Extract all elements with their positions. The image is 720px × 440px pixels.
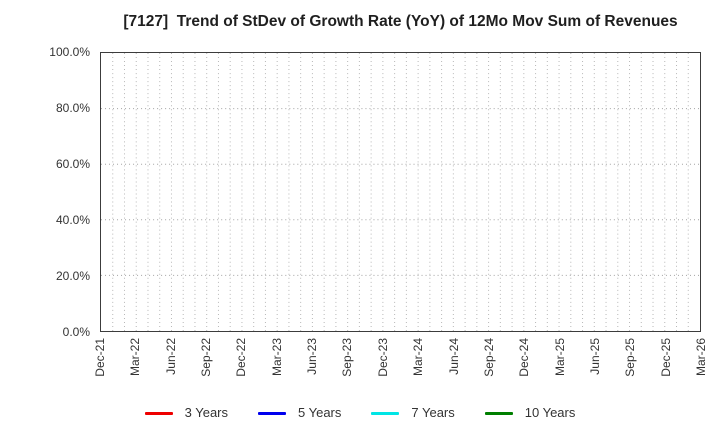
y-tick-label: 20.0% xyxy=(55,269,90,283)
legend-item: 10 Years xyxy=(484,403,576,423)
y-tick-label: 60.0% xyxy=(55,157,90,171)
legend-line-icon xyxy=(371,411,400,415)
x-tick-label: Mar-26 xyxy=(694,338,708,377)
legend-label: 3 Years xyxy=(184,405,228,420)
x-tick-label: Dec-24 xyxy=(517,338,532,377)
x-tick-label: Jun-22 xyxy=(163,338,178,375)
y-tick-label: 40.0% xyxy=(55,213,90,227)
x-tick-label: Dec-21 xyxy=(93,338,107,377)
legend-item: 7 Years xyxy=(371,403,455,423)
chart-title: [7127] Trend of StDev of Growth Rate (Yo… xyxy=(123,13,678,30)
legend-item: 5 Years xyxy=(258,403,341,423)
x-tick-label: Dec-25 xyxy=(658,338,673,377)
legend-label: 10 Years xyxy=(524,405,576,420)
legend-item: 3 Years xyxy=(144,403,228,423)
x-tick-label: Sep-25 xyxy=(623,338,638,377)
y-tick-label: 100.0% xyxy=(49,45,90,59)
x-tick-label: Sep-24 xyxy=(481,338,496,377)
x-tick-label: Jun-23 xyxy=(305,338,320,375)
y-tick-label: 80.0% xyxy=(55,101,90,115)
x-tick-label: Dec-23 xyxy=(375,338,390,377)
legend-line-icon xyxy=(144,411,173,415)
x-tick-label: Sep-23 xyxy=(340,338,355,377)
x-tick-label: Mar-25 xyxy=(552,338,567,377)
legend-line-icon xyxy=(484,411,513,415)
x-tick-label: Mar-23 xyxy=(269,338,284,377)
grid xyxy=(101,53,700,331)
legend-label: 7 Years xyxy=(411,405,455,420)
y-tick-label: 0.0% xyxy=(62,325,90,339)
x-tick-label: Dec-22 xyxy=(234,338,249,377)
x-tick-label: Mar-24 xyxy=(411,338,426,377)
legend-label: 5 Years xyxy=(298,405,342,420)
x-tick-label: Jun-24 xyxy=(446,338,461,375)
legend-line-icon xyxy=(258,411,286,415)
x-tick-label: Jun-25 xyxy=(587,338,602,375)
plot-area xyxy=(100,52,701,332)
legend: 3 Years 5 Years 7 Years 10 Years xyxy=(0,403,720,423)
x-tick-label: Sep-22 xyxy=(199,338,214,377)
x-tick-label: Mar-22 xyxy=(128,338,143,377)
